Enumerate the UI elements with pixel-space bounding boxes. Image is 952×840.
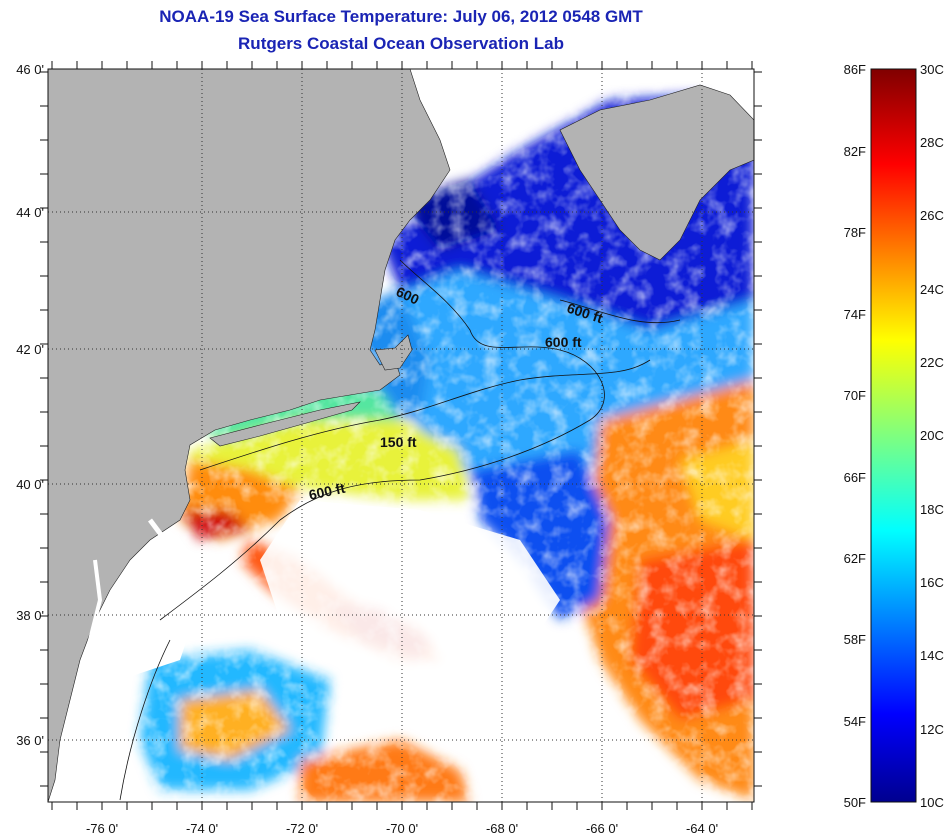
map-area: 600 600 ft 600 ft 150 ft 600 ft: [48, 69, 754, 802]
land-mass: [559, 84, 754, 261]
colorbar-celsius-labels: 30C 28C 26C 24C 22C 20C 18C 16C 14C 12C …: [920, 62, 944, 810]
lon-tick-label: -76 0': [86, 821, 118, 836]
c-label: 22C: [920, 355, 944, 370]
c-label: 26C: [920, 208, 944, 223]
lon-tick-label: -68 0': [486, 821, 518, 836]
c-label: 12C: [920, 722, 944, 737]
f-label: 86F: [844, 62, 866, 77]
c-label: 28C: [920, 135, 944, 150]
c-label: 20C: [920, 428, 944, 443]
f-label: 58F: [844, 632, 866, 647]
lat-tick-label: 36 0': [16, 733, 44, 748]
contour-label: 600 ft: [307, 480, 346, 503]
axis-ticks: [40, 61, 762, 810]
chesapeake-bay: [70, 559, 103, 721]
map-frame: [47, 68, 755, 803]
bathymetry-contours: [119, 259, 681, 801]
c-label: 14C: [920, 648, 944, 663]
lat-tick-label: 46 0': [16, 62, 44, 77]
contour-coastal-shelf: [119, 639, 171, 801]
f-label: 78F: [844, 225, 866, 240]
cape-cod: [374, 334, 413, 371]
cloud-patch: [260, 500, 560, 700]
f-label: 70F: [844, 388, 866, 403]
map-subtitle: Rutgers Coastal Ocean Observation Lab: [238, 34, 564, 53]
f-label: 54F: [844, 714, 866, 729]
f-label: 74F: [844, 307, 866, 322]
c-label: 30C: [920, 62, 944, 77]
c-label: 10C: [920, 795, 944, 810]
f-label: 66F: [844, 470, 866, 485]
map-title: NOAA-19 Sea Surface Temperature: July 06…: [159, 7, 643, 26]
colorbar-fahrenheit-labels: 86F 82F 78F 74F 70F 66F 62F 58F 54F 50F: [844, 62, 866, 810]
lat-tick-label: 44 0': [16, 205, 44, 220]
f-label: 50F: [844, 795, 866, 810]
latitude-axis: 46 0' 44 0' 42 0' 40 0' 38 0' 36 0': [16, 62, 44, 748]
colorbar-gradient: [870, 68, 917, 803]
contour-600ft-north: [559, 299, 681, 324]
f-label: 82F: [844, 144, 866, 159]
contour-600ft: [159, 259, 605, 621]
f-label: 62F: [844, 551, 866, 566]
lat-tick-label: 42 0': [16, 342, 44, 357]
contour-label: 600 ft: [545, 334, 582, 350]
lat-tick-label: 38 0': [16, 608, 44, 623]
lat-tick-label: 40 0': [16, 477, 44, 492]
lon-tick-label: -74 0': [186, 821, 218, 836]
c-label: 16C: [920, 575, 944, 590]
c-label: 24C: [920, 282, 944, 297]
lon-tick-label: -66 0': [586, 821, 618, 836]
lon-tick-label: -64 0': [686, 821, 718, 836]
longitude-axis: -76 0' -74 0' -72 0' -70 0' -68 0' -66 0…: [86, 821, 718, 836]
lon-tick-label: -72 0': [286, 821, 318, 836]
c-label: 18C: [920, 502, 944, 517]
temperature-colorbar: 86F 82F 78F 74F 70F 66F 62F 58F 54F 50F …: [844, 62, 944, 810]
long-island: [209, 401, 361, 447]
contour-150ft: [199, 359, 651, 471]
lon-tick-label: -70 0': [386, 821, 418, 836]
contour-label: 150 ft: [380, 434, 417, 450]
delaware-bay: [147, 518, 169, 567]
graticule: [48, 69, 754, 802]
